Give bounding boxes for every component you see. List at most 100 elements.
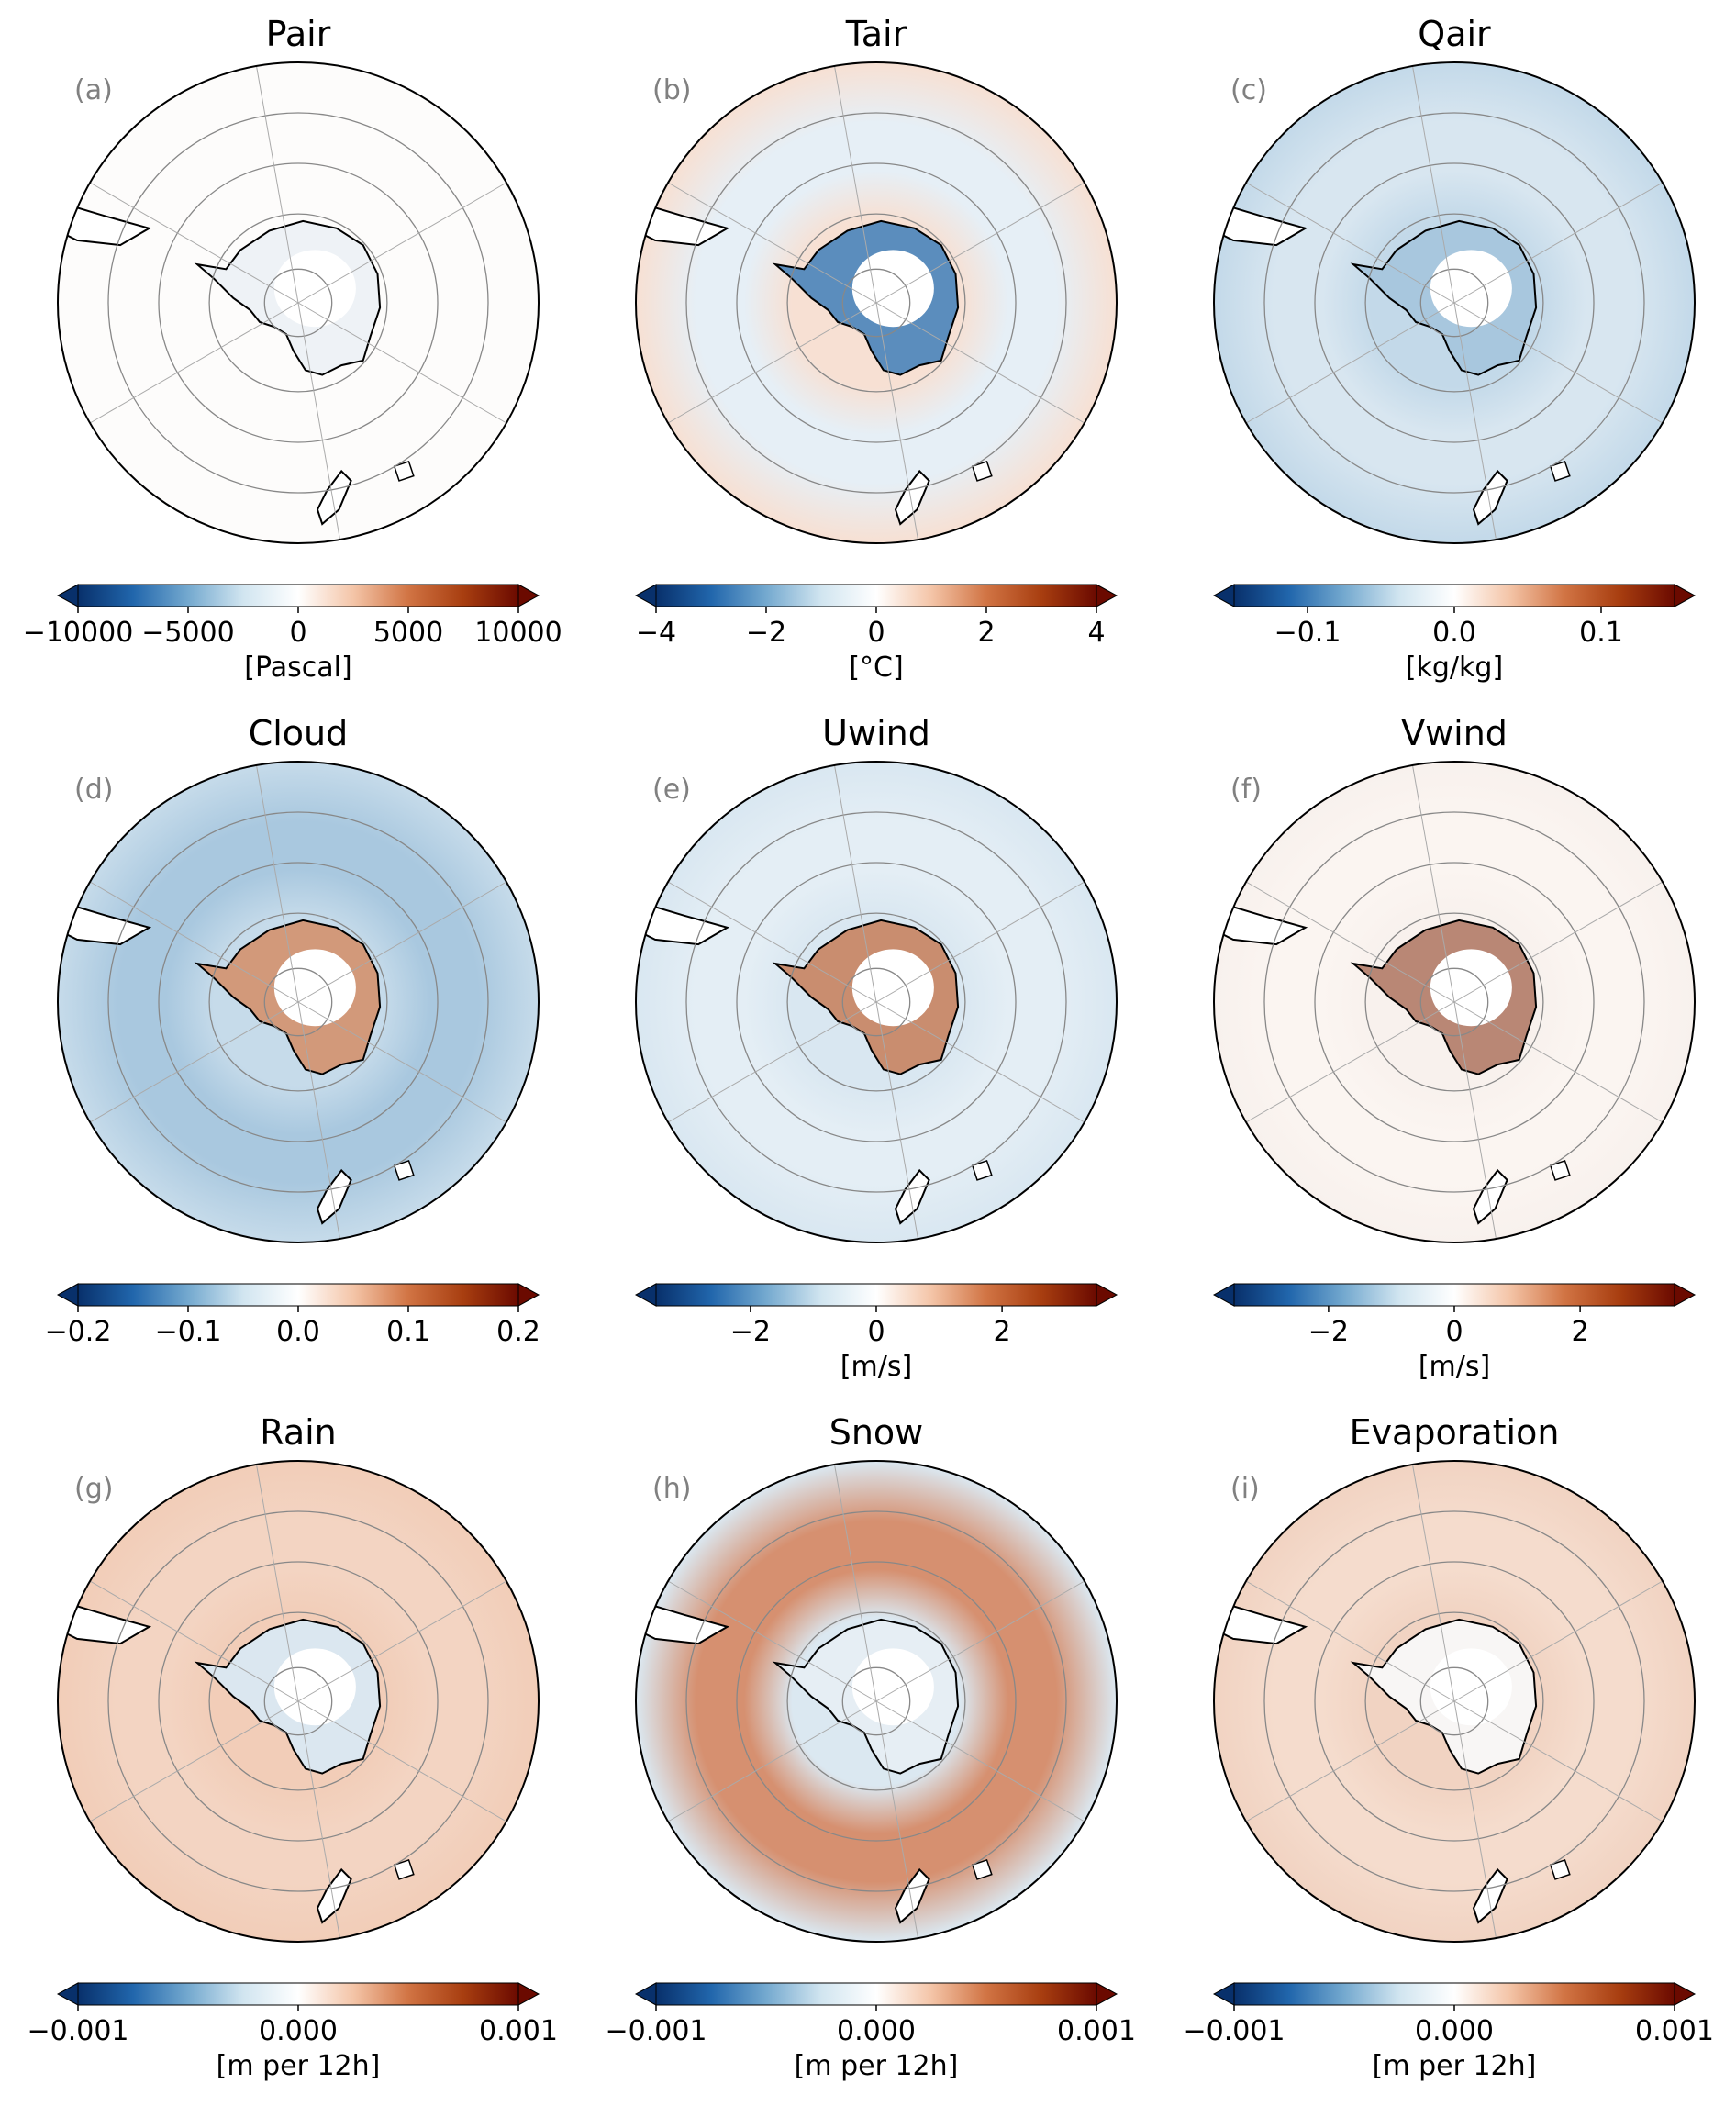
map-field	[1214, 1461, 1695, 1942]
meridian-gridline	[1453, 1580, 1664, 1702]
latitude-gridline	[107, 811, 489, 1193]
map-field	[58, 1461, 539, 1942]
map-field	[636, 1461, 1117, 1942]
colorbar-tick-label: −0.1	[155, 1316, 222, 1348]
meridian-gridline	[875, 1580, 1085, 1702]
colorbar-tick-label: 0	[867, 617, 885, 649]
latitude-gridline	[736, 862, 1017, 1142]
colorbar-extend-low	[1212, 1283, 1235, 1307]
meridian-gridline	[875, 881, 1085, 1003]
colorbar-unit-label: [m per 12h]	[795, 2050, 959, 2082]
latitude-gridline	[263, 967, 333, 1037]
meridian-gridline	[89, 1580, 299, 1702]
panel-evaporation: Evaporation (i) −0.001 0.000 0.001 [m per 12h…	[1183, 1412, 1713, 2082]
south-america-coastline	[58, 200, 152, 247]
pole-hole	[851, 949, 934, 1027]
new-zealand-coastline	[894, 469, 930, 526]
meridian-gridline	[667, 881, 877, 1003]
colorbar-extend-high	[1674, 1283, 1697, 1307]
colorbar-bar	[1233, 1283, 1675, 1307]
pole-hole	[851, 250, 934, 328]
island-coastline	[1549, 460, 1571, 482]
meridian-gridline	[256, 1464, 299, 1702]
meridian-gridline	[875, 302, 918, 540]
meridian-gridline	[89, 1001, 299, 1123]
colorbar-tick-label: 10000	[474, 617, 562, 649]
panel-title: Tair	[845, 14, 907, 54]
latitude-gridline	[1263, 811, 1645, 1193]
colorbar-extend-low	[56, 1982, 79, 2006]
colorbar-tick-label: 0	[289, 617, 306, 649]
new-zealand-coastline	[894, 1168, 930, 1225]
new-zealand-coastline	[894, 1867, 930, 1924]
colorbar: −2 0 2 [m/s]	[1212, 1283, 1697, 1383]
meridian-gridline	[1412, 1464, 1455, 1702]
map-boundary	[57, 761, 540, 1243]
latitude-gridline	[1263, 112, 1645, 494]
colorbar-tick-label: 2	[977, 617, 995, 649]
meridian-gridline	[1453, 1700, 1497, 1939]
pole-hole	[273, 949, 356, 1027]
meridian-gridline	[297, 1700, 507, 1822]
meridian-gridline	[834, 65, 877, 304]
latitude-gridline	[1263, 1510, 1645, 1892]
colorbar-tick-label: −2	[746, 617, 786, 649]
meridian-gridline	[834, 764, 877, 1003]
colorbar: −4 −2 0 2 4 [°C]	[634, 584, 1118, 684]
colorbar-unit-label: [kg/kg]	[1406, 652, 1503, 684]
meridian-gridline	[1245, 302, 1455, 424]
colorbar: −0.001 0.000 0.001 [m per 12h]	[605, 1982, 1136, 2082]
latitude-gridline	[208, 1611, 388, 1791]
meridian-gridline	[1245, 1580, 1455, 1702]
colorbar-tick-label: 2	[1572, 1316, 1589, 1348]
south-america-coastline	[1214, 200, 1308, 247]
meridian-gridline	[667, 1580, 877, 1702]
island-coastline	[1549, 1159, 1571, 1181]
south-america-coastline	[1214, 899, 1308, 946]
latitude-gridline	[786, 912, 966, 1092]
latitude-gridline	[1364, 912, 1544, 1092]
colorbar-extend-high	[517, 1283, 540, 1307]
colorbar: −10000 −5000 0 5000 10000 [Pascal]	[23, 584, 562, 684]
island-coastline	[393, 1159, 415, 1181]
map-boundary	[1213, 1460, 1696, 1943]
panel-rain: Rain (g) −0.001 0.000 0.001 [m per 12h]	[27, 1412, 557, 2082]
colorbar-bar	[77, 1283, 519, 1307]
colorbar-bar	[655, 584, 1097, 607]
colorbar-tick-label: 0.0	[276, 1316, 320, 1348]
latitude-gridline	[841, 268, 911, 338]
panel-title: Snow	[829, 1412, 924, 1453]
colorbar-unit-label: [m per 12h]	[1373, 2050, 1537, 2082]
map-field	[58, 762, 539, 1242]
panel-letter: (e)	[652, 774, 691, 806]
island-coastline	[971, 460, 993, 482]
panel-letter: (f)	[1230, 774, 1262, 806]
meridian-gridline	[875, 182, 1085, 304]
colorbar-bar	[655, 1982, 1097, 2006]
colorbar-tick-label: −0.001	[27, 2015, 128, 2047]
new-zealand-coastline	[1472, 1867, 1508, 1924]
map-boundary	[57, 61, 540, 544]
panel-letter: (h)	[652, 1473, 691, 1505]
island-coastline	[393, 1858, 415, 1880]
meridian-gridline	[1245, 182, 1455, 304]
latitude-gridline	[208, 912, 388, 1092]
map-field	[1214, 762, 1695, 1242]
panel-title: Uwind	[822, 713, 930, 753]
panel-title: Rain	[260, 1412, 337, 1453]
meridian-gridline	[875, 302, 1085, 424]
new-zealand-coastline	[1472, 1168, 1508, 1225]
meridian-gridline	[297, 182, 507, 304]
colorbar-tick-label: 0.000	[1415, 2015, 1494, 2047]
latitude-gridline	[1419, 268, 1489, 338]
panel-letter: (i)	[1230, 1473, 1260, 1505]
map-field	[636, 62, 1117, 543]
panel-letter: (c)	[1230, 74, 1267, 106]
panel-letter: (b)	[652, 74, 691, 106]
new-zealand-coastline	[316, 1867, 352, 1924]
latitude-gridline	[158, 862, 439, 1142]
colorbar-bar	[1233, 1982, 1675, 2006]
meridian-gridline	[1453, 182, 1664, 304]
panel-snow: Snow (h) −0.001 0.000 0.001 [m per 12h]	[605, 1412, 1135, 2082]
colorbar-tick-label: 0.001	[1635, 2015, 1714, 2047]
